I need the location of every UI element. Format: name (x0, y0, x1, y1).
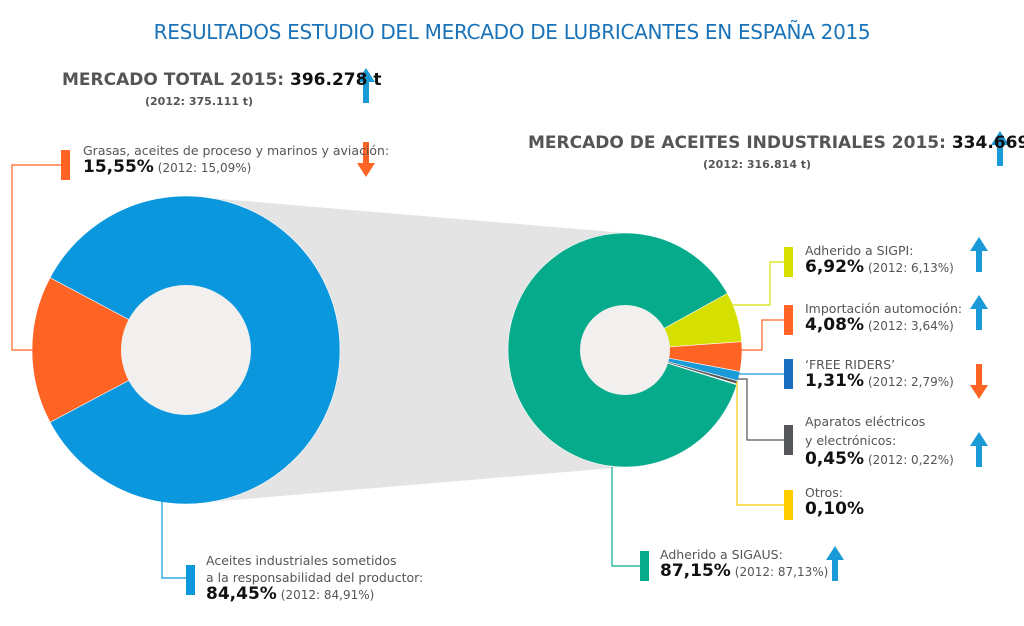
legend-swatch-otros (784, 490, 793, 520)
slice-label: Adherido a SIGAUS: (660, 547, 783, 562)
slice-label: Aparatos eléctricos (805, 414, 926, 429)
total-prev: (2012: 375.111 t) (145, 95, 254, 108)
slice1-arrow-up-icon (970, 295, 988, 330)
slice-value: 4,08% (805, 315, 864, 335)
leader-sigaus (611, 467, 640, 567)
legend-swatch-free-riders (784, 359, 793, 389)
slice-prev: (2012: 3,64%) (867, 319, 954, 333)
slice-label: Aceites industriales sometidos (206, 553, 397, 568)
slice0-arrow-up-icon (970, 237, 988, 272)
label-otros: Otros: 0,10% (805, 484, 864, 518)
label-importacion: Importación automoción: 4,08% (2012: 3,6… (805, 300, 962, 335)
slice-prev: (2012: 2,79%) (867, 375, 954, 389)
page-title: RESULTADOS ESTUDIO DEL MERCADO DE LUBRIC… (153, 20, 871, 44)
label-grasas: Grasas, aceites de proceso y marinos y a… (83, 142, 389, 177)
slice-label: ‘FREE RIDERS’ (805, 357, 896, 372)
slice-value: 6,92% (805, 257, 864, 277)
industrial-arrow-up-icon (991, 131, 1009, 166)
label-aparatos: Aparatos eléctricos y electrónicos: 0,45… (805, 412, 954, 470)
legend-swatch-sigpi (784, 247, 793, 277)
donut-hole (121, 285, 251, 415)
slice-value: 1,31% (805, 371, 864, 391)
slice-prev: (2012: 0,22%) (867, 453, 954, 467)
slice-label: a la responsabilidad del productor: (206, 570, 424, 585)
slice-value: 0,10% (805, 499, 864, 519)
slice-label: y electrónicos: (805, 433, 897, 448)
leader-sigpi (733, 261, 784, 306)
total-value: 396.278 t (290, 70, 382, 90)
slice-label: Grasas, aceites de proceso y marinos y a… (83, 143, 390, 158)
leader-aparatos (738, 378, 784, 441)
slice-value: 87,15% (660, 561, 731, 581)
industrial-label: MERCADO DE ACEITES INDUSTRIALES 2015: (528, 133, 946, 153)
industrial-prev: (2012: 316.814 t) (703, 158, 812, 171)
legend-swatch-importacion (784, 305, 793, 335)
leader-grasas (11, 164, 61, 351)
slice-label: Adherido a SIGPI: (805, 243, 914, 258)
slice-value: 84,45% (206, 584, 277, 604)
label-aceites-industriales: Aceites industriales sometidos a la resp… (206, 552, 423, 604)
industrial-value: 334.669 t (951, 133, 1024, 153)
label-free-riders: ‘FREE RIDERS’ 1,31% (2012: 2,79%) (805, 356, 954, 391)
legend-swatch-grasas (61, 150, 70, 180)
legend-swatch-aceites-industriales (186, 565, 195, 595)
slice2-arrow-down-icon (970, 364, 988, 399)
total-market: MERCADO TOTAL 2015: 396.278 t (62, 70, 382, 90)
sigaus-arrow-up-icon (826, 546, 844, 581)
slice-prev: (2012: 15,09%) (157, 161, 252, 175)
label-sigpi: Adherido a SIGPI: 6,92% (2012: 6,13%) (805, 242, 954, 277)
donut-hole (580, 305, 670, 395)
legend-swatch-aparatos (784, 425, 793, 455)
total-label: MERCADO TOTAL 2015: (62, 70, 285, 90)
slice-prev: (2012: 87,13%) (734, 565, 829, 579)
total-arrow-up-icon (357, 68, 375, 103)
slice-prev: (2012: 6,13%) (867, 261, 954, 275)
label-sigaus: Adherido a SIGAUS: 87,15% (2012: 87,13%) (660, 546, 828, 581)
slice3-arrow-up-icon (970, 432, 988, 467)
slice-value: 0,45% (805, 449, 864, 469)
leader-importacion (740, 319, 784, 351)
slice-value: 15,55% (83, 157, 154, 177)
slice-prev: (2012: 84,91%) (280, 588, 375, 602)
legend-swatch-sigaus (640, 551, 649, 581)
industrial-market: MERCADO DE ACEITES INDUSTRIALES 2015: 33… (528, 133, 1024, 153)
leader-otros (736, 381, 784, 506)
leader-aceites (161, 500, 186, 579)
slice-label: Otros: (805, 485, 843, 500)
slice-label: Importación automoción: (805, 301, 963, 316)
grasas-arrow-down-icon (357, 142, 375, 177)
